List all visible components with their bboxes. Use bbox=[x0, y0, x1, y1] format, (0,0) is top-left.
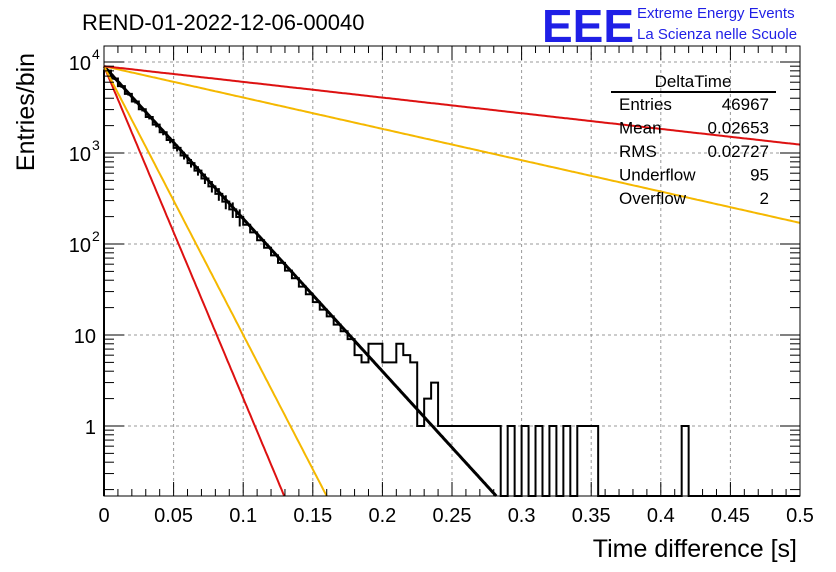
x-tick-label: 0.4 bbox=[647, 505, 675, 527]
stats-row-value: 2 bbox=[760, 189, 769, 208]
stats-rows: Entries 46967 Mean 0.02653 RMS 0.02727 Underfl… bbox=[619, 95, 769, 208]
stats-title: DeltaTime bbox=[655, 72, 732, 91]
stats-row-value: 95 bbox=[750, 166, 769, 185]
fit-curves bbox=[102, 65, 801, 497]
y-tick-exponent: 2 bbox=[92, 228, 100, 244]
x-tick-label: 0.25 bbox=[433, 505, 472, 527]
x-tick-label: 0 bbox=[98, 505, 109, 527]
x-tick-label: 0.3 bbox=[508, 505, 536, 527]
eee-logo-line2: La Scienza nelle Scuole bbox=[637, 26, 797, 43]
fit-curve bbox=[103, 65, 328, 497]
grid-lines bbox=[104, 46, 800, 496]
x-tick-label: 0.35 bbox=[572, 505, 611, 527]
stats-row-label: Entries bbox=[619, 95, 672, 114]
x-tick-label: 0.45 bbox=[711, 505, 750, 527]
eee-logo-line1: Extreme Energy Events bbox=[637, 5, 795, 22]
stats-row-label: Overflow bbox=[619, 189, 687, 208]
fit-curve bbox=[103, 65, 286, 497]
stats-row-label: Underflow bbox=[619, 166, 696, 185]
fit-curve bbox=[103, 65, 801, 224]
x-tick-label: 0.05 bbox=[154, 505, 193, 527]
x-tick-label: 0.5 bbox=[786, 505, 814, 527]
x-tick-label: 0.15 bbox=[293, 505, 332, 527]
eee-logo: EEE Extreme Energy Events La Scienza nel… bbox=[542, 0, 797, 52]
eee-logo-mark: EEE bbox=[542, 0, 634, 52]
y-tick-label: 10 bbox=[69, 144, 91, 166]
stats-row-value: 0.02727 bbox=[708, 142, 769, 161]
stats-row-value: 46967 bbox=[722, 95, 769, 114]
stats-box: DeltaTime Entries 46967 Mean 0.02653 RMS 0.02… bbox=[611, 72, 776, 208]
stats-row-label: RMS bbox=[619, 142, 657, 161]
y-tick-label: 1 bbox=[85, 417, 96, 439]
fit-curve bbox=[103, 65, 801, 146]
chart-title: REND-01-2022-12-06-00040 bbox=[82, 10, 365, 35]
y-tick-label: 10 bbox=[69, 235, 91, 257]
x-tick-label: 0.1 bbox=[229, 505, 257, 527]
y-tick-label: 10 bbox=[74, 326, 96, 348]
y-tick-exponent: 3 bbox=[92, 137, 100, 153]
stats-row-label: Mean bbox=[619, 119, 662, 138]
x-axis-title: Time difference [s] bbox=[593, 535, 797, 563]
fit-curve bbox=[102, 65, 498, 497]
y-axis-title: Entries/bin bbox=[12, 53, 40, 171]
y-tick-label: 10 bbox=[69, 53, 91, 75]
y-tick-exponent: 4 bbox=[92, 46, 100, 62]
x-tick-label: 0.2 bbox=[368, 505, 396, 527]
axes: 0 0.05 0.1 0.15 0.2 0.25 0.3 0.35 0.4 0.45 0.5 1 10 1… bbox=[69, 46, 814, 527]
plot-frame bbox=[103, 45, 801, 497]
stats-row-value: 0.02653 bbox=[708, 119, 769, 138]
